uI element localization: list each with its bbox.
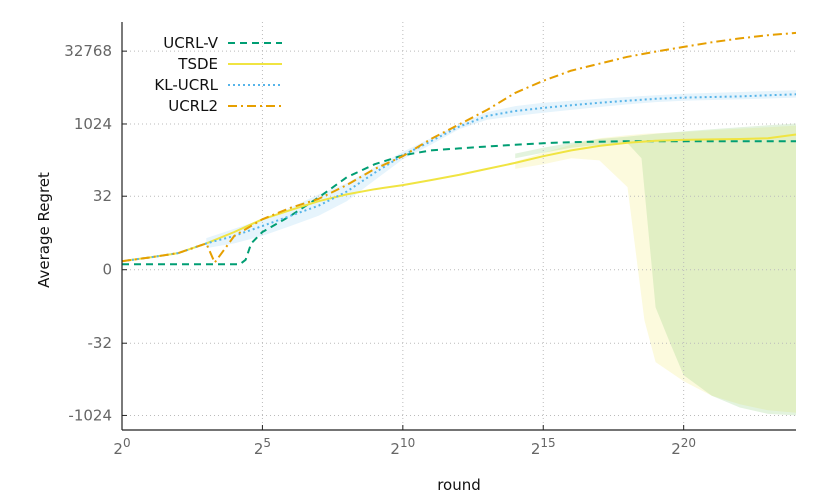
x-axis-title: round <box>437 476 481 494</box>
band-kl-ucrl <box>206 90 797 249</box>
confidence-bands <box>206 90 797 416</box>
y-tick-label: 32768 <box>64 42 112 60</box>
legend: UCRL-V TSDE KL-UCRL UCRL2 <box>154 34 282 115</box>
x-tick-label: 215 <box>531 436 556 458</box>
legend-label-ucrl-v: UCRL-V <box>163 34 219 52</box>
x-tick-label: 210 <box>390 436 415 458</box>
x-tick-label: 20 <box>113 436 130 458</box>
legend-label-kl-ucrl: KL-UCRL <box>154 76 218 94</box>
legend-label-tsde: TSDE <box>177 55 218 73</box>
x-tick-label: 25 <box>254 436 271 458</box>
y-tick-label: 32 <box>93 187 112 205</box>
series-line-ucrl2 <box>121 31 797 264</box>
y-tick-label: 1024 <box>74 115 112 133</box>
y-tick-label: 0 <box>102 261 112 279</box>
y-tick-label: -32 <box>88 334 113 352</box>
legend-label-ucrl2: UCRL2 <box>168 97 218 115</box>
series-line-ucrl-v <box>122 140 796 266</box>
x-tick-label: 220 <box>671 436 696 458</box>
band-tsde <box>515 125 796 413</box>
y-axis-title: Average Regret <box>35 172 53 288</box>
series-lines <box>121 31 797 266</box>
series-line-tsde <box>121 133 797 263</box>
grid-lines <box>121 22 796 430</box>
y-tick-label: -1024 <box>68 406 112 424</box>
band-extra-4 <box>515 123 796 416</box>
